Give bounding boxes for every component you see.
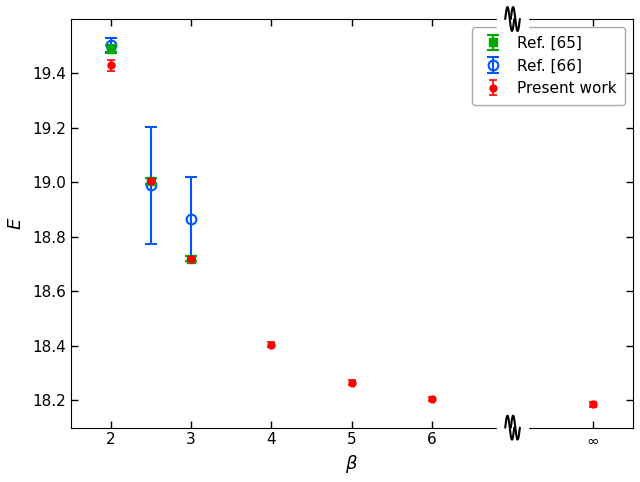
Bar [497, 415, 528, 441]
X-axis label: $\beta$: $\beta$ [346, 453, 358, 475]
Bar [501, 426, 524, 430]
Bar [501, 16, 524, 21]
Y-axis label: $E$: $E$ [7, 216, 25, 230]
Bar [497, 6, 528, 32]
Legend: Ref. [65], Ref. [66], Present work: Ref. [65], Ref. [66], Present work [472, 27, 625, 105]
